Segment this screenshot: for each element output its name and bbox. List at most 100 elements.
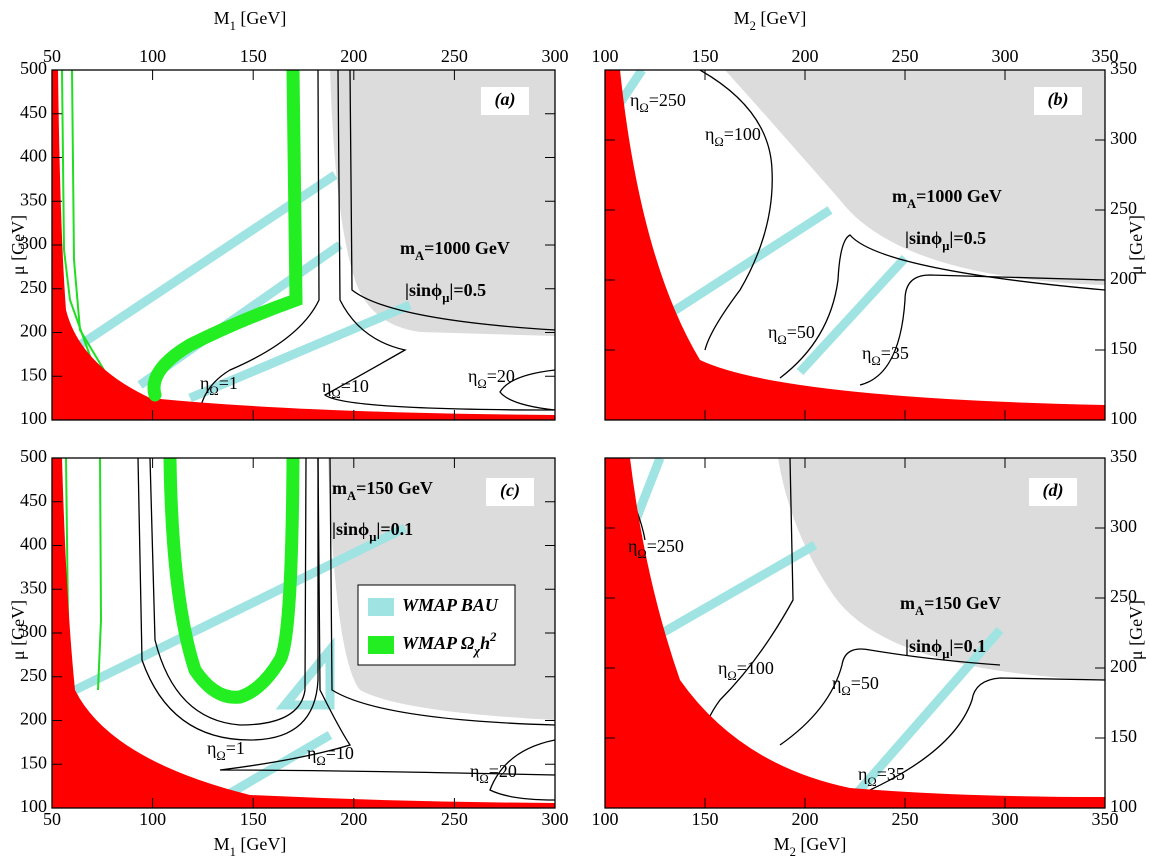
y-tick-label: 200 (20, 321, 47, 341)
y-tick-label: 150 (20, 364, 47, 384)
panel-tag: (c) (500, 480, 520, 501)
text-part: |sinϕ (332, 519, 369, 539)
x-tick-label: 300 (992, 46, 1019, 66)
text-part: |=0.5 (449, 280, 486, 300)
panel-tag-box (486, 478, 534, 506)
text-part: μ [GeV] (8, 215, 28, 275)
x-tick-label: 300 (542, 46, 569, 66)
text-part: [GeV] (236, 8, 286, 28)
text-part: =10 (326, 743, 354, 763)
text-part: Ω (841, 684, 850, 698)
y-axis-label: μ [GeV] (1126, 600, 1146, 660)
condition-label: |sinϕμ|=0.1 (905, 636, 986, 661)
text-part: m (332, 478, 347, 498)
x-tick-label: 350 (1092, 46, 1119, 66)
panel-tag: (b) (1048, 89, 1069, 110)
text-part: |=0.1 (376, 519, 413, 539)
text-part: WMAP Ω (402, 633, 475, 653)
y-tick-label: 500 (20, 58, 47, 78)
x-tick-label: 200 (340, 46, 367, 66)
text-part: M (774, 834, 790, 854)
y-tick-label: 150 (1110, 338, 1137, 358)
text-part: η (307, 743, 316, 763)
text-part: μ [GeV] (1126, 215, 1146, 275)
panel-a-regions (52, 70, 555, 420)
x-tick-label: 150 (240, 809, 267, 829)
text-part: μ (942, 239, 949, 253)
text-part: A (915, 604, 924, 618)
text-part: η (858, 764, 867, 784)
y-tick-label: 200 (1110, 268, 1137, 288)
text-part: =1 (219, 373, 238, 393)
y-tick-label: 300 (20, 621, 47, 641)
text-part: Ω (209, 384, 218, 398)
text-part: m (900, 593, 915, 613)
text-part: =35 (881, 343, 909, 363)
text-part: =150 GeV (356, 478, 433, 498)
contour-label: ηΩ=20 (468, 366, 515, 391)
text-part: η (470, 761, 479, 781)
contour-label: ηΩ=50 (832, 673, 879, 698)
y-tick-label: 350 (1110, 446, 1137, 466)
text-part: Ω (714, 135, 723, 149)
y-tick-label: 200 (20, 709, 47, 729)
contour-label: ηΩ=250 (630, 90, 686, 115)
y-tick-label: 100 (1110, 796, 1137, 816)
panel-tag: (d) (1043, 480, 1064, 501)
text-part: η (832, 673, 841, 693)
text-part: 2 (790, 845, 796, 858)
panel-tag-box (1034, 87, 1082, 115)
condition-label: |sinϕμ|=0.5 (905, 228, 986, 253)
text-part: =35 (877, 764, 905, 784)
text-part: A (347, 489, 356, 503)
contour-label: ηΩ=250 (628, 536, 684, 561)
condition-label: |sinϕμ|=0.5 (405, 280, 486, 305)
text-part: |=0.1 (949, 636, 986, 656)
text-part: Ω (867, 775, 876, 789)
contour-label: ηΩ=100 (705, 124, 761, 149)
text-part: 1 (230, 19, 236, 33)
text-part: Ω (639, 101, 648, 115)
y-tick-label: 100 (1110, 408, 1137, 428)
x-tick-label: 50 (43, 809, 61, 829)
text-part: η (630, 90, 639, 110)
text-part: A (907, 197, 916, 211)
text-part: χ (472, 644, 481, 658)
condition-label: mA=1000 GeV (892, 186, 1002, 211)
text-part: 2 (750, 19, 756, 33)
y-axis-label: μ [GeV] (1126, 215, 1146, 275)
x-tick-label: 300 (542, 809, 569, 829)
plot-frame (604, 457, 1106, 809)
x-tick-label: 200 (792, 46, 819, 66)
x-tick-label: 100 (592, 46, 619, 66)
panel-b-regions (605, 70, 1105, 420)
legend-swatch (368, 598, 394, 616)
text-part: Ω (637, 547, 646, 561)
text-part: h (480, 633, 490, 653)
condition-label: mA=1000 GeV (400, 238, 510, 263)
text-part: [GeV] (756, 8, 806, 28)
text-part: Ω (479, 772, 488, 786)
contour-label: ηΩ=1 (200, 373, 238, 398)
text-part: =100 (724, 124, 761, 144)
plot-frame (604, 69, 1106, 421)
condition-label: mA=150 GeV (332, 478, 433, 503)
text-part: |sinϕ (905, 228, 942, 248)
contour-label: ηΩ=35 (858, 764, 905, 789)
panel-tag-box (1029, 478, 1077, 506)
x-tick-label: 250 (892, 809, 919, 829)
y-tick-label: 350 (1110, 58, 1137, 78)
text-part: =20 (487, 366, 515, 386)
x-tick-label: 150 (692, 46, 719, 66)
condition-label: |sinϕμ|=0.1 (332, 519, 413, 544)
text-part: η (862, 343, 871, 363)
text-part: η (200, 373, 209, 393)
y-axis-label: μ [GeV] (8, 215, 28, 275)
text-part: [GeV] (796, 834, 846, 854)
text-part: η (705, 124, 714, 144)
x-tick-label: 200 (340, 809, 367, 829)
text-part: m (400, 238, 415, 258)
y-tick-label: 400 (20, 534, 47, 554)
x-tick-label: 150 (692, 809, 719, 829)
y-tick-label: 500 (20, 446, 47, 466)
